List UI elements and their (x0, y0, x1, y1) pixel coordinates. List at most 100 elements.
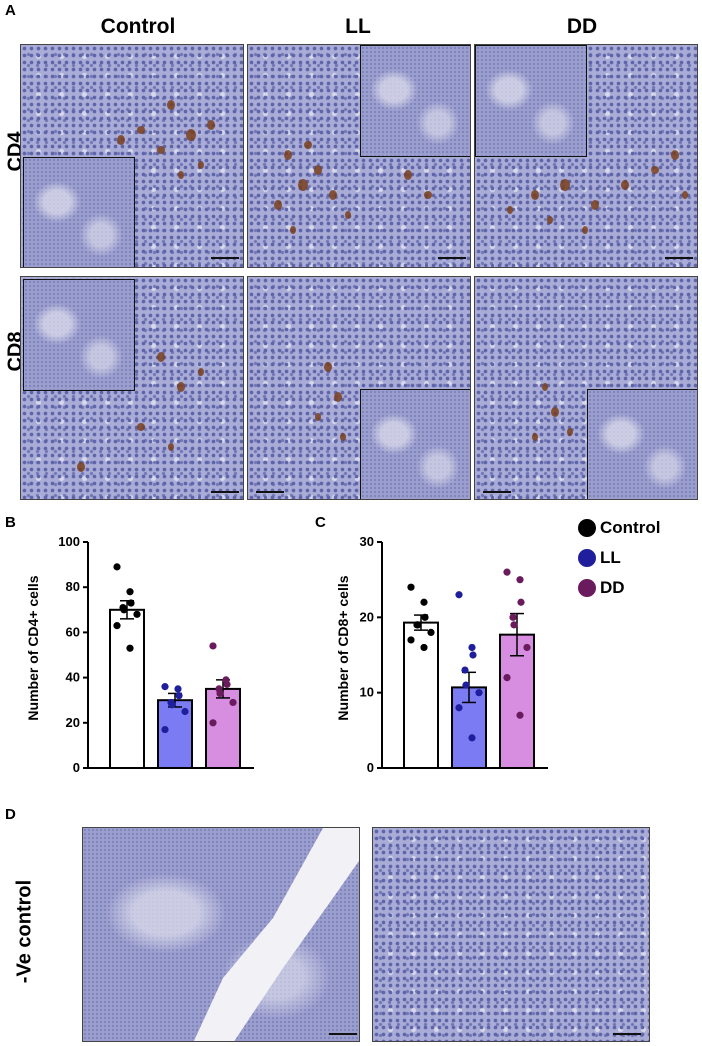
panel-letter-c: C (315, 514, 326, 531)
legend-dot-icon (578, 549, 596, 567)
scale-bar (211, 257, 239, 259)
column-header-ll: LL (345, 15, 371, 38)
data-point (133, 610, 141, 618)
panel-letter-a: A (5, 2, 16, 19)
inset-low-magnification (360, 45, 470, 157)
micrograph-cd4-dd (474, 44, 698, 268)
chart-cd4: 0 20 40 60 80 100 (58, 534, 254, 775)
y-tick-label: 20 (360, 609, 374, 624)
data-point (414, 621, 422, 629)
column-header-control: Control (100, 15, 176, 38)
data-point (407, 636, 415, 644)
data-point (113, 622, 121, 630)
y-tick-label: 20 (66, 715, 80, 730)
data-point (181, 707, 189, 716)
legend-label: DD (600, 578, 625, 597)
dab-stain-overlay (77, 352, 204, 472)
scale-bar (256, 491, 284, 493)
data-point (461, 666, 469, 674)
micrograph-negative-control-high (372, 827, 650, 1042)
data-point (523, 643, 531, 652)
y-tick-label: 80 (66, 579, 80, 594)
data-point (175, 692, 183, 700)
legend-item-dd: DD (578, 578, 660, 598)
data-point (113, 563, 121, 571)
inset-low-magnification (23, 157, 135, 267)
data-point (126, 644, 134, 652)
micrograph-cd8-control (20, 276, 244, 500)
row-header-negative-control: -Ve control (13, 879, 36, 984)
y-tick-label: 0 (367, 760, 374, 775)
chart-cd8: 0 10 20 30 (360, 534, 548, 775)
data-point (229, 698, 237, 707)
legend-label: LL (600, 548, 621, 567)
dab-stain-overlay (532, 383, 573, 441)
data-point (462, 681, 470, 689)
data-point (223, 680, 231, 688)
legend-item-ll: LL (578, 548, 660, 568)
legend-dot-icon (578, 579, 596, 597)
data-point (161, 683, 169, 691)
y-tick-label: 0 (73, 760, 80, 775)
scale-bar (438, 257, 466, 259)
dab-stain-overlay (117, 100, 215, 179)
y-tick-label: 40 (66, 670, 80, 685)
bar-control (109, 608, 145, 769)
data-point (421, 613, 429, 621)
inset-low-magnification (360, 389, 470, 499)
data-point (468, 734, 476, 742)
panel-letter-d: D (5, 806, 16, 823)
data-point (126, 588, 134, 596)
data-point (420, 643, 428, 652)
scale-bar (211, 491, 239, 493)
panel-letter-b: B (5, 514, 16, 531)
dab-stain-overlay (274, 141, 432, 234)
data-point (509, 613, 517, 621)
data-point (517, 598, 525, 606)
y-axis-label-cd4: Number of CD4+ cells (25, 575, 41, 721)
data-point (161, 725, 169, 734)
scale-bar (665, 257, 693, 259)
data-point (420, 598, 428, 606)
data-point (468, 643, 476, 652)
scale-bar (483, 491, 511, 493)
data-point (503, 568, 511, 576)
data-point (455, 704, 463, 712)
data-point (510, 621, 518, 629)
micrograph-cd8-ll (247, 276, 471, 500)
data-point (475, 689, 483, 697)
data-point (469, 651, 477, 659)
data-point (516, 711, 524, 719)
data-point (209, 719, 217, 727)
y-tick-label: 60 (66, 624, 80, 639)
y-tick-label: 10 (360, 685, 374, 700)
column-header-dd: DD (566, 15, 598, 38)
vessel-overlay (193, 828, 359, 1041)
inset-low-magnification (23, 279, 135, 391)
micrograph-cd8-dd (474, 276, 698, 500)
data-point (407, 583, 415, 591)
dab-stain-overlay (315, 362, 346, 441)
data-point (516, 576, 524, 584)
inset-low-magnification (587, 389, 697, 499)
y-tick-label: 100 (58, 534, 80, 549)
micrograph-cd4-ll (247, 44, 471, 268)
bar-control (403, 621, 439, 769)
dab-stain-overlay (507, 150, 688, 234)
y-axis-label-cd8: Number of CD8+ cells (335, 575, 351, 721)
data-point (174, 685, 182, 693)
data-point (209, 642, 217, 650)
data-point (120, 606, 128, 614)
inset-low-magnification (475, 45, 587, 157)
data-point (127, 599, 135, 607)
y-tick-label: 30 (360, 534, 374, 549)
legend-item-control: Control (578, 518, 660, 538)
micrograph-cd4-control (20, 44, 244, 268)
legend-dot-icon (578, 519, 596, 537)
data-point (503, 674, 511, 682)
data-point (427, 628, 435, 636)
legend-label: Control (600, 518, 661, 537)
legend: Control LL DD (578, 518, 660, 598)
scale-bar (329, 1033, 357, 1035)
data-point (216, 689, 224, 698)
